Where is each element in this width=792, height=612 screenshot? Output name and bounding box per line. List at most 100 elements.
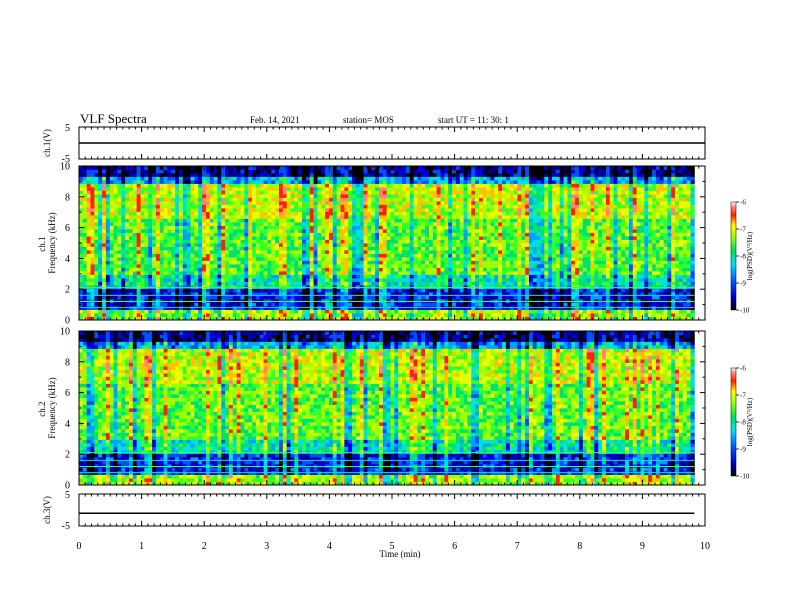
spectrogram-cell	[382, 239, 388, 244]
spectrogram-cell	[90, 267, 95, 272]
spectrogram-cell	[390, 309, 395, 314]
spectrogram-cell	[86, 183, 91, 188]
spectrogram-cell	[359, 285, 365, 289]
spectrogram-cell	[482, 190, 488, 195]
spectrogram-cell	[305, 211, 311, 216]
spectrogram-cell	[405, 169, 411, 174]
spectrogram-cell	[194, 257, 199, 261]
spectrogram-cell	[82, 218, 88, 223]
spectrogram-cell	[82, 236, 88, 240]
spectrogram-cell	[421, 250, 426, 254]
spectrogram-cell	[113, 260, 118, 265]
spectrogram-cell	[294, 274, 299, 279]
spectrogram-cell	[155, 183, 161, 188]
spectrogram-cell	[236, 208, 241, 212]
spectrogram-cell	[217, 232, 222, 237]
spectrogram-cell	[148, 169, 153, 174]
spectrogram-cell	[317, 211, 322, 216]
spectrogram-cell	[175, 190, 180, 195]
spectrogram-cell	[352, 187, 357, 191]
spectrogram-cell	[90, 281, 95, 286]
spectrogram-cell	[298, 236, 303, 240]
spectrogram-cell	[490, 295, 495, 300]
spectrogram-cell	[240, 260, 245, 265]
spectrogram-cell	[129, 190, 134, 195]
spectrogram-cell	[375, 316, 380, 321]
spectrogram-cell	[371, 250, 376, 254]
spectrogram-cell	[305, 232, 311, 237]
spectrogram-cell	[228, 295, 234, 300]
spectrogram-cell	[505, 309, 511, 314]
spectrogram-cell	[490, 257, 495, 261]
spectrogram-cell	[275, 232, 280, 237]
spectrogram-cell	[263, 302, 268, 307]
spectrogram-cell	[86, 302, 91, 307]
spectrogram-cell	[113, 295, 118, 300]
spectrogram-cell	[509, 211, 514, 216]
spectrogram-cell	[344, 316, 349, 321]
spectrogram-cell	[505, 208, 511, 212]
spectrogram-cell	[152, 246, 157, 251]
spectrogram-cell	[225, 260, 230, 265]
spectrogram-cell	[509, 232, 514, 237]
spectrogram-cell	[171, 288, 176, 293]
spectrogram-cell	[382, 299, 388, 303]
spectrogram-cell	[486, 295, 491, 300]
spectrogram-cell	[109, 257, 115, 261]
spectrogram-cell	[505, 243, 511, 247]
spectrogram-cell	[417, 246, 422, 251]
spectrogram-cell	[405, 295, 411, 300]
spectrogram-cell	[459, 190, 464, 195]
spectrogram-cell	[494, 278, 499, 282]
spectrogram-cell	[240, 204, 245, 209]
spectrogram-cell	[148, 222, 153, 226]
spectrogram-cell	[179, 197, 184, 202]
spectrogram-cell	[440, 302, 445, 307]
spectrogram-cell	[113, 204, 118, 209]
spectrogram-cell	[209, 243, 215, 247]
spectrogram-cell	[463, 197, 468, 202]
spectrogram-cell	[452, 271, 457, 275]
spectrogram-cell	[390, 218, 395, 223]
spectrogram-cell	[394, 176, 399, 181]
spectrogram-cell	[240, 246, 245, 251]
spectrogram-cell	[436, 211, 441, 216]
spectrogram-cell	[252, 218, 257, 223]
spectrogram-cell	[236, 229, 241, 233]
spectrogram-cell	[359, 260, 365, 265]
spectrogram-cell	[463, 260, 468, 265]
spectrogram-cell	[202, 288, 207, 293]
spectrogram-cell	[386, 288, 391, 293]
spectrogram-cell	[94, 176, 99, 181]
spectrogram-cell	[309, 232, 315, 237]
spectrogram-cell	[425, 292, 430, 296]
spectrogram-cell	[255, 218, 261, 223]
spectrogram-cell	[159, 271, 165, 275]
spectrogram-cell	[194, 250, 199, 254]
spectrogram-cell	[213, 264, 218, 268]
spectrogram-cell	[494, 232, 499, 237]
spectrogram-cell	[182, 285, 188, 289]
spectrogram-cell	[298, 264, 303, 268]
spectrogram-cell	[505, 232, 511, 237]
spectrogram-cell	[159, 302, 165, 307]
spectrogram-cell	[179, 316, 184, 321]
spectrogram-cell	[286, 232, 291, 237]
spectrogram-cell	[378, 183, 384, 188]
spectrogram-cell	[444, 236, 449, 240]
spectrogram-cell	[179, 236, 184, 240]
spectrogram-cell	[252, 197, 257, 202]
spectrogram-cell	[121, 176, 126, 181]
spectrogram-cell	[125, 260, 130, 265]
spectrogram-cell	[428, 309, 434, 314]
spectrogram-cell	[378, 246, 384, 251]
spectrogram-cell	[148, 197, 153, 202]
spectrogram-cell	[325, 180, 330, 184]
spectrogram-cell	[252, 204, 257, 209]
spectrogram-cell	[282, 239, 288, 244]
spectrogram-cell	[248, 232, 253, 237]
spectrogram-cell	[375, 173, 380, 177]
spectrogram-cell	[109, 218, 115, 223]
spectrogram-cell	[394, 313, 399, 317]
spectrogram-cell	[113, 229, 118, 233]
